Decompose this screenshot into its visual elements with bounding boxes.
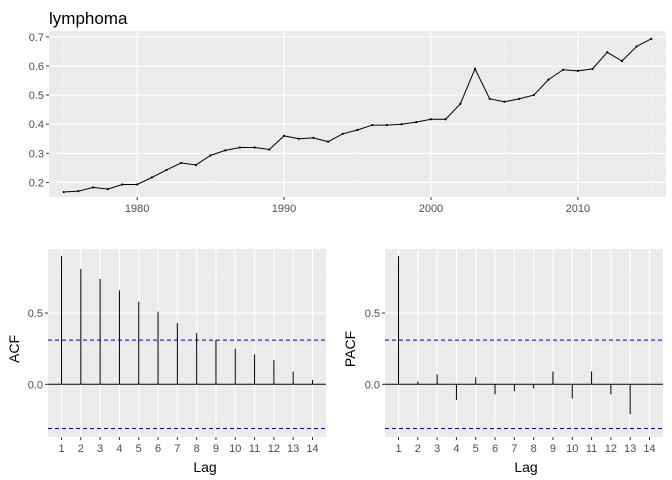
x-tick-label: 14 (306, 443, 318, 455)
data-point (650, 37, 653, 40)
x-tick-label: 2000 (419, 203, 443, 215)
x-tick-label: 11 (586, 443, 597, 455)
data-point (209, 154, 212, 157)
plot-panel (385, 249, 663, 437)
y-tick-label: 0.0 (365, 379, 380, 391)
data-point (136, 183, 139, 186)
x-tick-label: 4 (116, 443, 122, 455)
x-tick-label: 9 (550, 443, 556, 455)
x-tick-label: 1990 (272, 203, 296, 215)
y-tick-label: 0.5 (28, 308, 43, 320)
x-tick-label: 13 (287, 443, 299, 455)
x-tick-label: 1 (395, 443, 401, 455)
data-point (400, 123, 403, 126)
x-tick-label: 4 (453, 443, 459, 455)
x-tick-label: 12 (268, 443, 280, 455)
x-tick-label: 3 (97, 443, 103, 455)
data-point (444, 118, 447, 121)
data-point (341, 132, 344, 135)
data-point (371, 123, 374, 127)
x-tick-label: 5 (136, 443, 142, 455)
acf-chart: 1 2 3 4 5 6 7 8 9 10 11 12 13 140.00.5 (28, 249, 326, 455)
data-point (282, 134, 286, 137)
acf-x-axis-title: Lag (193, 459, 216, 475)
y-tick-label: 0.6 (29, 61, 44, 73)
x-tick-label: 13 (624, 443, 636, 455)
data-point (121, 183, 124, 186)
data-point (473, 67, 477, 70)
x-tick-label: 12 (605, 443, 617, 455)
x-tick-label: 8 (531, 443, 537, 455)
plot-panel (48, 249, 326, 437)
acf-y-axis-title: ACF (6, 335, 22, 363)
x-tick-label: 2 (78, 443, 84, 455)
data-point (327, 140, 330, 143)
data-point (238, 146, 242, 149)
data-point (312, 136, 315, 139)
data-point (459, 102, 462, 105)
data-point (517, 97, 521, 100)
data-point (150, 176, 153, 179)
y-tick-label: 0.5 (365, 308, 380, 320)
pacf-x-axis-title: Lag (514, 459, 537, 475)
x-tick-label: 11 (249, 443, 260, 455)
data-point (429, 118, 433, 121)
x-tick-label: 7 (174, 443, 180, 455)
data-point (576, 69, 579, 72)
x-tick-label: 9 (213, 443, 219, 455)
data-point (268, 148, 271, 151)
x-tick-label: 2010 (566, 203, 590, 215)
data-point (606, 51, 609, 54)
x-tick-label: 10 (566, 443, 578, 455)
data-point (62, 190, 65, 194)
data-point (91, 186, 95, 189)
data-point (547, 78, 550, 81)
data-point (532, 93, 535, 97)
y-tick-label: 0.0 (28, 379, 43, 391)
pacf-y-axis-title: PACF (342, 331, 358, 367)
time-series-chart: 1980 1990 2000 2010 0.2 0.3 0.4 0.5 0.6 0.7 (29, 31, 666, 215)
x-tick-label: 1 (58, 443, 64, 455)
y-tick-label: 0.5 (29, 90, 44, 102)
data-point (356, 128, 359, 132)
data-point (297, 137, 300, 140)
data-point (77, 190, 80, 193)
pacf-chart: 1 2 3 4 5 6 7 8 9 10 11 12 13 140.00.5 (365, 249, 663, 455)
x-tick-label: 6 (155, 443, 161, 455)
data-point (503, 100, 506, 103)
data-point (591, 67, 594, 70)
y-tick-label: 0.7 (29, 32, 44, 44)
x-tick-label: 2 (415, 443, 421, 455)
x-tick-label: 3 (434, 443, 440, 455)
x-tick-label: 8 (194, 443, 200, 455)
x-tick-label: 14 (643, 443, 655, 455)
x-tick-label: 10 (229, 443, 241, 455)
data-point (620, 59, 624, 63)
y-tick-label: 0.4 (29, 119, 44, 131)
data-point (194, 163, 198, 167)
data-point (224, 149, 227, 152)
x-tick-label: 7 (511, 443, 517, 455)
x-tick-label: 1980 (125, 203, 149, 215)
data-point (562, 68, 565, 71)
y-tick-label: 0.3 (29, 148, 44, 160)
x-tick-label: 5 (473, 443, 479, 455)
y-tick-label: 0.2 (29, 177, 44, 189)
data-point (385, 123, 388, 127)
data-point (253, 146, 256, 149)
chart-title: lymphoma (49, 9, 128, 28)
data-point (488, 97, 491, 100)
x-tick-label: 6 (492, 443, 498, 455)
data-point (165, 168, 168, 172)
data-point (106, 188, 109, 191)
data-point (180, 161, 183, 165)
data-point (635, 45, 638, 48)
data-point (415, 121, 418, 124)
